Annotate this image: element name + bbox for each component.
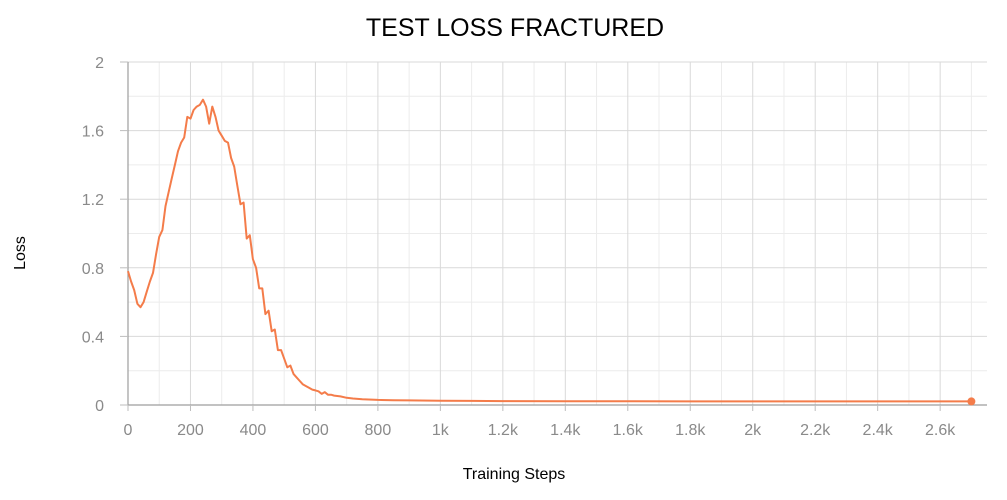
y-tick-label: 2 (95, 55, 104, 72)
x-axis-label: Training Steps (462, 466, 566, 483)
y-tick: 0.4 (82, 329, 104, 346)
y-tick-label: 1.2 (82, 192, 104, 209)
x-tick: 200 (177, 422, 204, 439)
x-tick-label: 200 (177, 422, 204, 439)
x-tick-label: 0 (124, 422, 133, 439)
x-tick-label: 1.6k (613, 422, 644, 439)
x-tick: 1.2k (488, 422, 519, 439)
x-tick: 0 (124, 422, 133, 439)
x-tick-label: 1.8k (675, 422, 706, 439)
x-tick-label: 2.2k (800, 422, 831, 439)
y-tick: 0 (95, 398, 104, 415)
x-tick-label: 1.2k (488, 422, 519, 439)
x-tick: 2.6k (925, 422, 956, 439)
x-tick: 2.4k (863, 422, 894, 439)
x-tick-label: 2.6k (925, 422, 956, 439)
y-axis-ticks: 0 0.4 0.8 1.2 1.6 2 (82, 55, 128, 415)
x-tick-label: 2.4k (863, 422, 894, 439)
x-tick: 400 (240, 422, 267, 439)
loss-series-line (127, 98, 972, 403)
x-axis-ticks: 0 200 400 600 800 1k 1.2k 1.4k 1.6k 1.8k 2k 2.2k 2.4… (124, 405, 956, 439)
x-tick: 600 (302, 422, 329, 439)
x-tick: 1.6k (613, 422, 644, 439)
x-tick-label: 2k (744, 422, 762, 439)
last-point-marker (967, 397, 976, 406)
x-tick: 1.4k (550, 422, 581, 439)
axes (127, 62, 987, 406)
x-tick-label: 600 (302, 422, 329, 439)
y-tick-label: 0 (95, 398, 104, 415)
y-tick-label: 0.8 (82, 261, 104, 278)
chart-title: TEST LOSS FRACTURED (365, 14, 665, 42)
y-tick: 0.8 (82, 261, 104, 278)
y-tick: 1.6 (82, 124, 104, 141)
plot-area (127, 98, 976, 406)
y-tick: 2 (95, 55, 104, 72)
y-tick-label: 1.6 (82, 124, 104, 141)
x-tick: 1k (432, 422, 450, 439)
x-tick-label: 1k (432, 422, 450, 439)
y-tick: 1.2 (82, 192, 104, 209)
grid-lines (128, 61, 987, 405)
x-tick: 2k (744, 422, 762, 439)
x-tick: 1.8k (675, 422, 706, 439)
x-tick-label: 800 (365, 422, 392, 439)
y-tick-label: 0.4 (82, 329, 104, 346)
x-tick: 2.2k (800, 422, 831, 439)
x-tick: 800 (365, 422, 392, 439)
x-tick-label: 400 (240, 422, 267, 439)
x-tick-label: 1.4k (550, 422, 581, 439)
